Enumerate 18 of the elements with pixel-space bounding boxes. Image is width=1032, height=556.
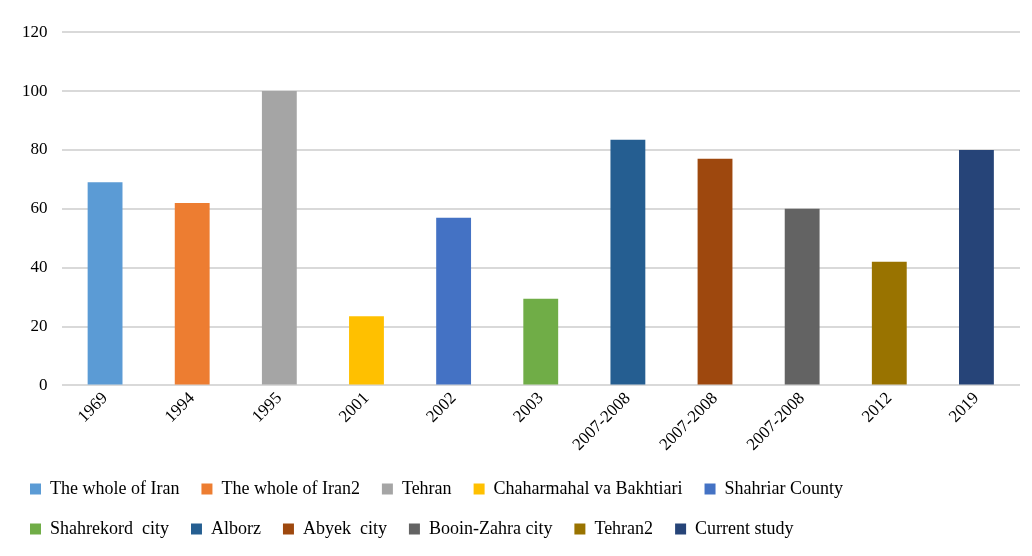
y-tick-label: 20	[30, 316, 48, 336]
y-tick-label: 80	[30, 139, 48, 159]
legend-label: Shahriar County	[724, 477, 844, 498]
y-tick-label: 120	[22, 21, 48, 41]
legend-label: The whole of Iran2	[221, 477, 360, 498]
legend-label: Tehran2	[594, 517, 654, 538]
y-tick-label: 40	[30, 257, 48, 277]
legend-label: Current study	[695, 517, 794, 538]
legend-label: Abyek city	[302, 517, 387, 538]
legend-label: The whole of Iran	[50, 477, 180, 498]
legend-label: Shahrekord city	[50, 517, 169, 538]
legend-label: Booin-Zahra city	[428, 517, 553, 538]
y-tick-label: 60	[30, 198, 48, 218]
legend-label: Chaharmahal va Bakhtiari	[493, 477, 683, 498]
legend-label: Alborz	[210, 517, 261, 538]
y-tick-label: 0	[39, 374, 48, 394]
legend-label: Tehran	[401, 477, 452, 498]
y-tick-label: 100	[22, 80, 48, 100]
